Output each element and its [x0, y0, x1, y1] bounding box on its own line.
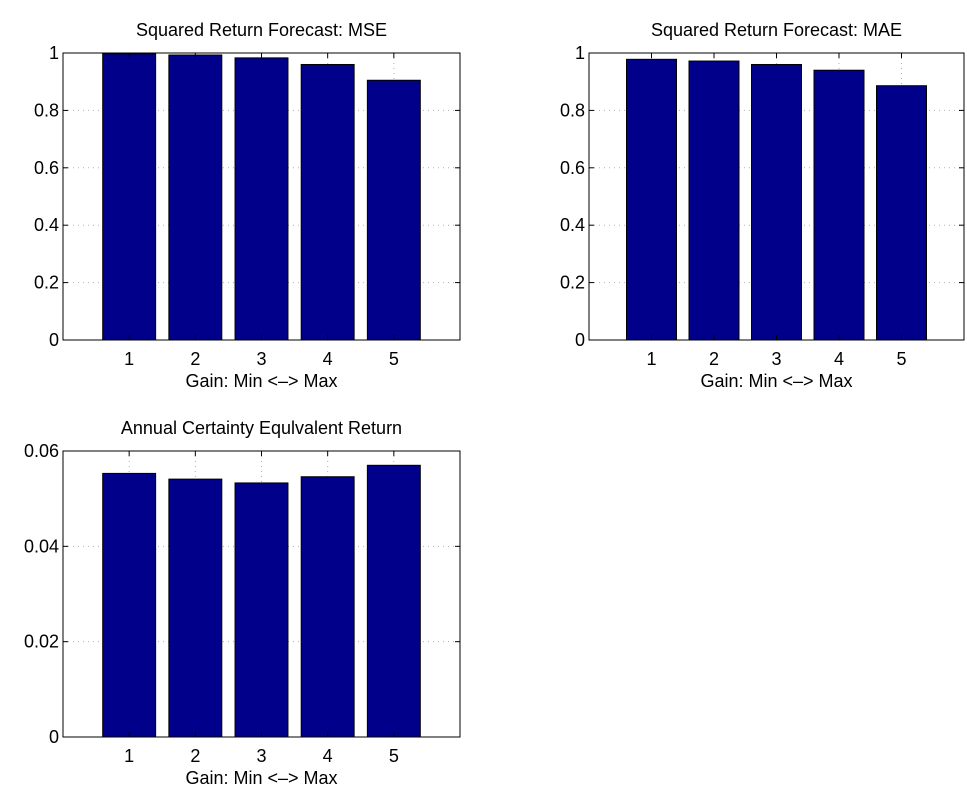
- y-tick-label: 0.8: [560, 100, 585, 120]
- x-tick-label: 5: [389, 349, 399, 369]
- x-tick-label: 5: [896, 349, 906, 369]
- y-tick-label: 0.04: [24, 536, 59, 556]
- bar-3: [751, 63, 802, 341]
- bar-1: [102, 53, 157, 341]
- bar-3: [234, 57, 289, 341]
- bar-1: [102, 472, 157, 738]
- bar-3: [234, 482, 289, 738]
- chart-3: Annual Certainty Equlvalent Return 0 0.02 0…: [24, 418, 461, 788]
- chart-1: Squared Return Forecast: MSE 0 0.2 0.4 0.6 0.…: [34, 20, 461, 391]
- x-tick-label: 3: [771, 349, 781, 369]
- chart-2: Squared Return Forecast: MAE 0 0.2 0.4 0.6 0.…: [560, 20, 965, 391]
- x-tick-label: 1: [124, 349, 134, 369]
- x-tick-label: 4: [834, 349, 844, 369]
- bar-5: [876, 85, 927, 341]
- bar-2: [168, 54, 223, 341]
- x-tick-label: 2: [190, 349, 200, 369]
- x-tick-label: 4: [323, 746, 333, 766]
- chart-title: Squared Return Forecast: MSE: [136, 20, 387, 40]
- bar-4: [300, 476, 355, 738]
- y-tick-label: 0.4: [560, 215, 585, 235]
- x-tick-label: 1: [646, 349, 656, 369]
- y-tick-label: 0: [49, 727, 59, 747]
- y-tick-label: 0: [575, 330, 585, 350]
- x-tick-label: 3: [256, 746, 266, 766]
- y-tick-label: 0.2: [560, 273, 585, 293]
- y-tick-label: 1: [49, 43, 59, 63]
- bar-4: [813, 69, 865, 341]
- bar-4: [300, 63, 355, 341]
- y-tick-label: 0.4: [34, 215, 59, 235]
- y-tick-label: 0.8: [34, 100, 59, 120]
- x-tick-label: 5: [389, 746, 399, 766]
- x-tick-label: 2: [709, 349, 719, 369]
- x-tick-label: 3: [256, 349, 266, 369]
- y-tick-label: 0.2: [34, 273, 59, 293]
- x-axis-label: Gain: Min <–> Max: [700, 371, 852, 391]
- x-axis-label: Gain: Min <–> Max: [185, 768, 337, 788]
- y-tick-label: 0: [49, 330, 59, 350]
- y-tick-label: 1: [575, 43, 585, 63]
- bar-2: [168, 478, 223, 738]
- y-tick-label: 0.06: [24, 441, 59, 461]
- bar-5: [366, 79, 421, 341]
- bar-2: [688, 60, 740, 341]
- bar-5: [366, 464, 421, 738]
- x-tick-label: 1: [124, 746, 134, 766]
- chart-title: Squared Return Forecast: MAE: [651, 20, 902, 40]
- bar-1: [626, 58, 677, 341]
- y-tick-label: 0.6: [560, 158, 585, 178]
- chart-title: Annual Certainty Equlvalent Return: [121, 418, 402, 438]
- x-tick-label: 2: [190, 746, 200, 766]
- y-tick-label: 0.6: [34, 158, 59, 178]
- x-tick-label: 4: [323, 349, 333, 369]
- x-axis-label: Gain: Min <–> Max: [185, 371, 337, 391]
- y-tick-label: 0.02: [24, 632, 59, 652]
